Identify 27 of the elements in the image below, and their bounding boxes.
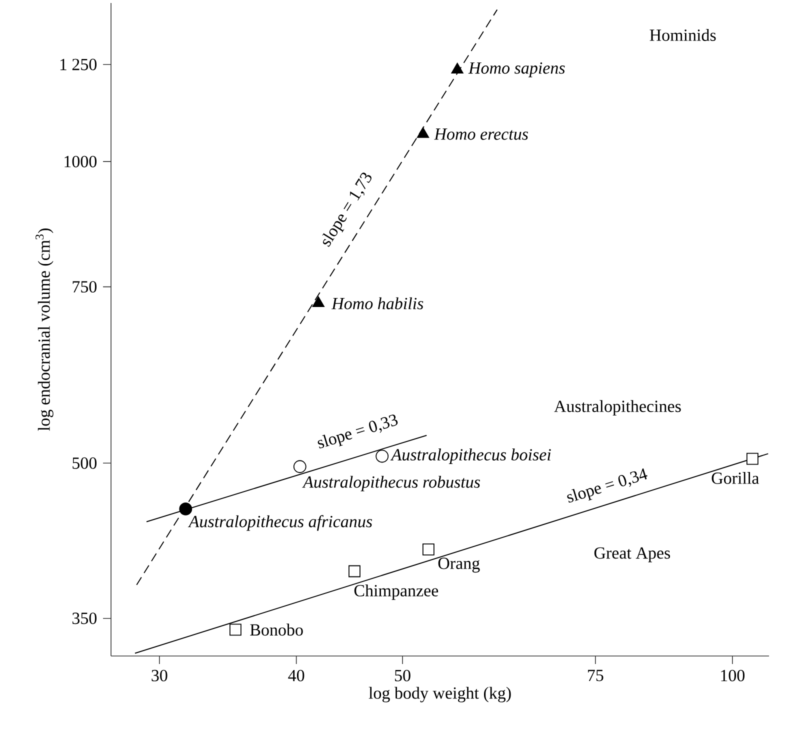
y-tick-label: 1 250 (60, 58, 97, 70)
x-axis-title: log body weight (kg) (368, 686, 511, 702)
annotation: Australopithecus robustus (302, 476, 480, 492)
y-tick-label: 1000 (64, 156, 97, 168)
annotation: slope = 0,34 (567, 468, 648, 503)
x-tick-label: 50 (395, 670, 410, 682)
y-tick-label: 500 (72, 457, 97, 469)
y-axis-title: log endocranial volume (cm$^{3}$) (36, 228, 54, 431)
annotation: Chimpanzee (354, 584, 438, 600)
annotation: Homo erectus (434, 128, 528, 140)
annotation: Hominids (650, 28, 716, 41)
x-tick-label: 40 (288, 670, 304, 682)
annotation: Australopithecus africanus (188, 515, 372, 531)
y-tick-label: 350 (72, 612, 97, 624)
x-tick-label: 75 (588, 670, 604, 682)
annotation: Australopithecines (554, 400, 681, 416)
annotation: Homo habilis (331, 297, 424, 310)
annotation: Australopithecus boisei (390, 448, 551, 464)
annotation: Homo sapiens (468, 62, 565, 78)
annotation: Gorilla (712, 472, 760, 484)
annotation: slope = 0,33 (318, 414, 398, 448)
annotation: Orang (438, 558, 480, 573)
annotation: Bonobo (250, 624, 303, 636)
annotation: Great Apes (594, 547, 670, 562)
x-tick-label: 100 (721, 670, 745, 682)
x-tick-label: 30 (152, 670, 168, 682)
y-tick-label: 750 (72, 281, 97, 293)
